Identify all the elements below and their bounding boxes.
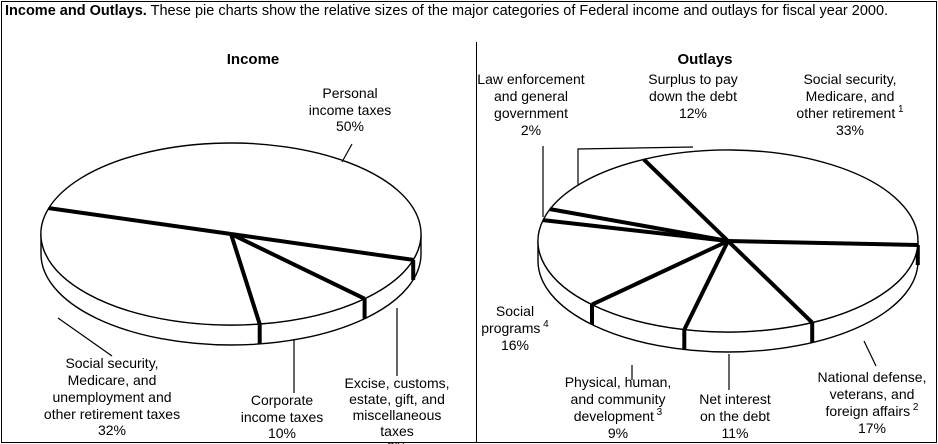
slice-label: Social security, Medicare, and unemploymen… [44,355,180,422]
slice-value: 10% [268,425,296,441]
slice-3 [40,207,261,326]
slice-separator [230,232,414,262]
slice-label: National defense, veterans, and foreign af… [818,369,927,419]
slice-label: Corporate income taxes [241,392,323,425]
slice-label: Surplus to pay down the debt [648,71,738,104]
slice-value: 32% [98,422,126,438]
slice-separator [682,240,730,331]
slice-value: 17% [858,420,886,436]
slice-value: 8% [387,439,407,444]
chart-title: Outlays [677,51,732,68]
slice-label: Net interest on the debt [699,391,771,424]
slice-value: 11% [722,425,749,441]
caption: Income and Outlays. These pie charts sho… [5,3,930,20]
slice-0 [48,142,422,261]
slice-separator [726,239,814,325]
slice-value: 50% [336,118,364,134]
slice-value: 9% [608,425,628,441]
slice-value: 16% [501,337,529,353]
slice-separator [549,207,729,243]
panel-divider [476,42,477,443]
slice-label: Social programs 4 [481,303,549,336]
leader-line [57,317,113,357]
slice-label: Law enforcement and general government [477,71,585,121]
slice-4 [537,219,729,306]
pie-outlays: Outlays Social security, Medicare, and othe… [477,51,926,441]
slice-separator [542,218,729,243]
slice-separator [48,206,232,236]
slice-label: Social security, Medicare, and other retir… [796,71,904,121]
slice-2 [683,240,813,333]
leader-line [577,146,694,185]
slice-label: Personal income taxes [309,85,391,118]
slice-separator [727,239,918,247]
slice-separator [642,157,730,243]
slice-value: 12% [679,105,707,121]
caption-heading: Income and Outlays. [5,3,147,19]
slice-6 [549,158,729,242]
slice-label: Excise, customs, estate, gift, and miscell… [344,375,449,439]
slice-0 [643,149,919,246]
slice-value: 33% [836,122,864,138]
slice-1 [727,240,919,324]
slice-separator [591,239,729,307]
leader-line [341,143,353,163]
slice-separator [229,233,262,325]
slice-value: 2% [521,122,541,138]
slice-2 [230,233,366,325]
leader-line [863,340,877,367]
slice-separator [230,232,366,301]
slice-label: Physical, human, and community development… [565,374,672,424]
chart-title: Income [227,51,280,68]
caption-text: These pie charts show the relative sizes… [150,3,889,19]
